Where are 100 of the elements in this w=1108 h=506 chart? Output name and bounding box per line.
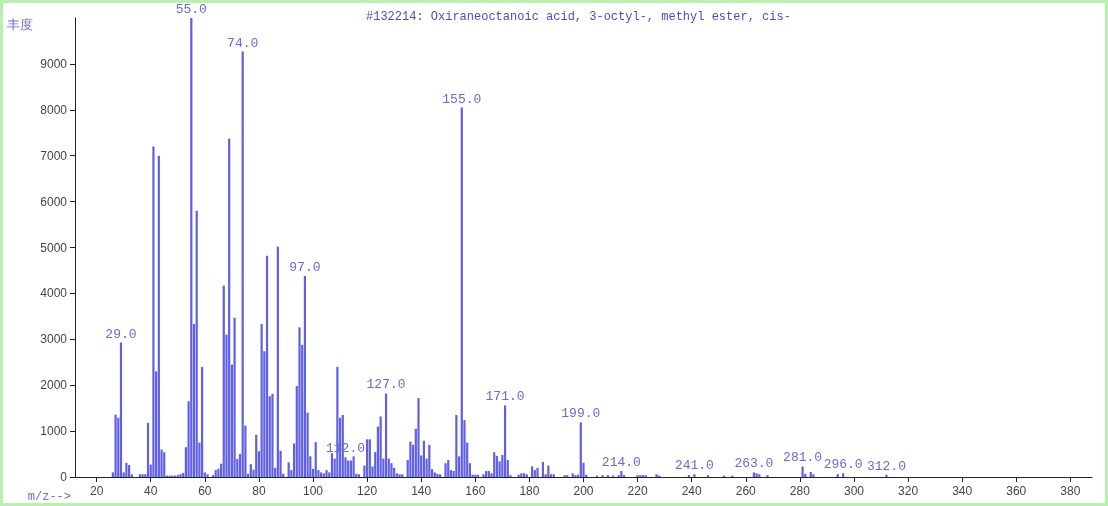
x-tick-label: 20	[89, 484, 104, 498]
bar	[119, 342, 123, 477]
x-tick-label: 80	[252, 484, 266, 498]
annotation: 241.0	[674, 458, 714, 474]
annotation: 281.0	[783, 450, 823, 466]
x-tick-label: 180	[519, 484, 540, 498]
x-axis-title: m/z-->	[27, 490, 71, 504]
bar	[801, 466, 804, 477]
y-tick-label: 8000	[40, 102, 68, 117]
bar	[758, 474, 761, 477]
bar	[141, 474, 144, 477]
bar	[287, 462, 290, 477]
bar	[330, 453, 334, 477]
x-tick-label: 380	[1060, 484, 1081, 498]
bar	[384, 393, 388, 477]
bar	[190, 18, 193, 477]
bar	[138, 474, 142, 477]
bar	[255, 434, 258, 477]
bar	[114, 414, 117, 477]
annotation: 171.0	[485, 389, 525, 405]
bar	[433, 472, 436, 477]
y-tick-label: 3000	[40, 332, 68, 347]
bar	[260, 324, 263, 477]
bar	[885, 474, 888, 477]
x-tick-label: 280	[789, 484, 811, 498]
bar	[439, 474, 442, 477]
bar	[228, 138, 231, 477]
bar	[525, 474, 528, 477]
x-tick-label: 40	[144, 484, 158, 498]
annotation: 312.0	[866, 458, 906, 474]
x-tick-label: 120	[357, 484, 378, 498]
bar	[842, 473, 845, 477]
bar	[495, 455, 499, 477]
y-axis-title: 丰度	[7, 17, 33, 32]
bar	[146, 422, 150, 477]
x-tick-label: 220	[627, 484, 648, 498]
bar	[752, 472, 755, 477]
x-tick-label: 60	[198, 484, 212, 498]
annotation: 214.0	[601, 455, 641, 471]
bar	[265, 255, 269, 477]
bar	[520, 473, 523, 477]
bar	[249, 464, 252, 477]
y-tick-label: 2000	[40, 378, 68, 393]
bar	[447, 460, 450, 477]
bar	[398, 474, 401, 477]
bar	[428, 444, 431, 477]
annotation: 199.0	[561, 406, 601, 422]
bar	[620, 471, 623, 477]
bar	[233, 317, 236, 477]
bar	[152, 146, 155, 477]
bar	[531, 466, 534, 477]
bar	[836, 474, 839, 477]
bar	[393, 467, 396, 477]
bar	[325, 470, 328, 477]
annotation: 29.0	[105, 326, 137, 342]
x-tick-label: 340	[952, 484, 973, 498]
bar	[222, 285, 225, 477]
annotation: 155.0	[442, 91, 482, 107]
x-tick-label: 360	[1006, 484, 1027, 498]
annotation: 263.0	[734, 456, 774, 472]
bar	[444, 463, 447, 477]
x-tick-label: 140	[411, 484, 432, 498]
x-tick-label: 260	[735, 484, 757, 498]
bar	[125, 462, 128, 477]
bar	[390, 463, 393, 477]
bar	[314, 442, 317, 477]
x-tick-label: 320	[898, 484, 919, 498]
bar	[812, 474, 815, 477]
y-tick-label: 9000	[40, 56, 68, 71]
bar	[455, 415, 458, 477]
y-tick-label: 0	[60, 470, 68, 484]
x-tick-label: 200	[573, 484, 594, 498]
x-tick-label: 160	[465, 484, 486, 498]
bar	[298, 327, 301, 477]
x-tick-label: 300	[843, 484, 865, 498]
bar	[303, 275, 307, 477]
y-tick-label: 7000	[40, 148, 68, 163]
bar	[241, 51, 244, 477]
bar	[552, 474, 555, 477]
bar	[401, 474, 404, 477]
annotation: 55.0	[175, 2, 207, 17]
x-tick-label: 100	[303, 484, 324, 498]
bar	[201, 366, 204, 477]
annotation: 127.0	[366, 377, 406, 393]
bar	[579, 422, 582, 477]
bar	[271, 393, 274, 477]
bar	[755, 473, 758, 477]
bar	[536, 467, 539, 477]
bar	[541, 461, 545, 477]
bar	[493, 452, 496, 477]
bar	[460, 107, 463, 477]
bar	[422, 440, 426, 477]
bar	[379, 416, 382, 477]
annotation: 97.0	[289, 259, 321, 275]
bar	[693, 474, 696, 477]
bar	[522, 473, 526, 477]
chart-title: #132214: Oxiraneoctanoic acid, 3-octyl-, methyl ester, cis-	[366, 10, 791, 24]
bar	[128, 465, 131, 477]
bar	[517, 474, 520, 477]
bar	[809, 471, 812, 477]
